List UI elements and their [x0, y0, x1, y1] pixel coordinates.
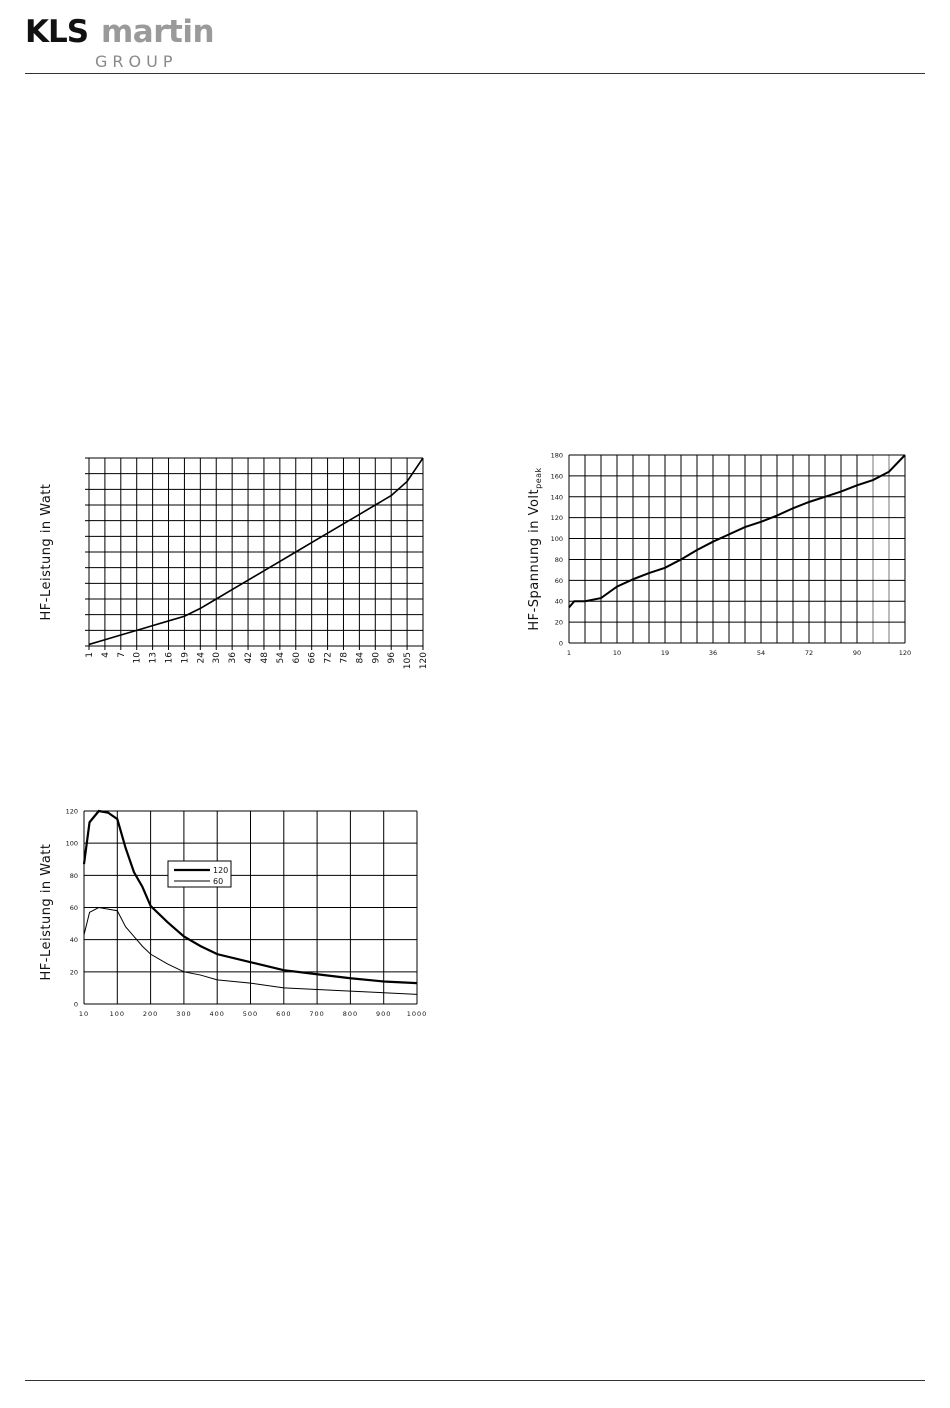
chart3-y-axis-title: HF-Leistung in Watt — [39, 844, 54, 981]
chart3-x-tick-label: 1000 — [407, 1010, 428, 1018]
chart2-x-tick-label: 120 — [899, 649, 911, 657]
chart3-legend-label: 120 — [213, 866, 228, 875]
chart1-x-tick-label: 42 — [244, 652, 254, 663]
chart1-x-tick-label: 30 — [212, 652, 222, 664]
chart2-y-tick-label: 100 — [551, 535, 563, 543]
chart1-x-tick-label: 72 — [324, 652, 334, 663]
chart1-x-tick-label: 66 — [308, 652, 318, 664]
chart3-x-tick-label: 100 — [110, 1010, 125, 1018]
chart2-x-tick-label: 19 — [661, 649, 669, 657]
chart1-x-tick-label: 60 — [292, 652, 302, 664]
chart3-y-tick-label: 100 — [66, 840, 78, 848]
chart1-x-tick-label: 10 — [133, 652, 143, 664]
chart2-y-tick-label: 60 — [555, 577, 563, 585]
chart1-x-tick-label: 84 — [355, 652, 365, 664]
chart1-x-tick-label: 120 — [419, 652, 429, 669]
chart1-x-tick-label: 78 — [339, 652, 349, 664]
chart1-x-tick-label: 19 — [180, 652, 190, 664]
chart2-y-tick-label: 0 — [559, 640, 563, 648]
chart1-x-tick-label: 1 — [85, 652, 95, 658]
logo-kls: KLS — [25, 14, 89, 50]
chart2-y-tick-label: 20 — [555, 619, 563, 627]
chart1-x-tick-label: 4 — [101, 652, 111, 658]
chart3-grid — [83, 810, 418, 1005]
chart3-y-tick-label: 80 — [70, 872, 78, 880]
chart2-x-tick-label: 10 — [613, 649, 621, 657]
chart1-x-tick-label: 13 — [149, 652, 159, 663]
chart3-x-tick-label: 800 — [343, 1010, 358, 1018]
chart3-y-tick-label: 60 — [70, 904, 78, 912]
chart1-series-line — [88, 457, 424, 646]
chart1-x-tick-label: 24 — [196, 652, 206, 664]
chart2-y-tick-label: 180 — [551, 452, 563, 460]
chart3-y-tick-label: 40 — [70, 936, 78, 944]
chart3-x-tick-label: 700 — [309, 1010, 324, 1018]
chart2-series-line — [568, 454, 906, 609]
chart1-x-tick-label: 105 — [403, 652, 413, 669]
chart2-x-tick-label: 90 — [853, 649, 861, 657]
chart1-x-tick-label: 16 — [165, 652, 175, 664]
chart3-legend-label: 60 — [213, 877, 223, 886]
chart1-x-tick-label: 7 — [117, 652, 127, 658]
chart2-y-tick-label: 140 — [551, 493, 563, 501]
chart3-series-line-60 — [83, 906, 418, 995]
chart2-y-axis-title-main: HF-Spannung in Volt — [527, 489, 542, 631]
chart1-x-tick-label: 48 — [260, 652, 270, 664]
chart3-x-tick-label: 400 — [209, 1010, 224, 1018]
chart2-grid — [568, 454, 906, 644]
chart2-y-tick-label: 40 — [555, 598, 563, 606]
chart2-y-axis-title: HF-Spannung in Voltpeak — [527, 467, 543, 630]
chart3-x-tick-label: 900 — [376, 1010, 391, 1018]
chart3-x-tick-label: 300 — [176, 1010, 191, 1018]
chart3-x-tick-label: 600 — [276, 1010, 291, 1018]
chart2-y-tick-label: 80 — [555, 556, 563, 564]
logo-martin: martin — [101, 14, 215, 50]
chart2-x-tick-label: 72 — [805, 649, 813, 657]
chart2-y-tick-label: 160 — [551, 472, 563, 480]
chart1-x-tick-label: 36 — [228, 652, 238, 664]
header-rule — [25, 73, 925, 74]
chart2-y-tick-label: 120 — [551, 514, 563, 522]
logo-group: GROUP — [95, 52, 178, 71]
chart2-x-tick-label: 36 — [709, 649, 717, 657]
chart3-x-tick-label: 10 — [79, 1010, 89, 1018]
chart3-y-tick-label: 0 — [74, 1001, 78, 1009]
chart3-legend-box — [167, 860, 232, 888]
chart1-x-tick-label: 90 — [371, 652, 381, 664]
chart3-y-tick-label: 20 — [70, 968, 78, 976]
chart3-x-tick-label: 500 — [243, 1010, 258, 1018]
chart1-x-tick-label: 96 — [387, 652, 397, 664]
chart1-y-axis-title: HF-Leistung in Watt — [39, 484, 54, 621]
chart1-grid — [88, 457, 424, 647]
chart2-x-tick-label: 1 — [567, 649, 571, 657]
footer-rule — [25, 1380, 925, 1381]
chart3-y-tick-label: 120 — [66, 808, 78, 816]
chart1-x-tick-label: 54 — [276, 652, 286, 664]
chart2-y-axis-title-subscript: peak — [534, 467, 543, 489]
chart2-x-tick-label: 54 — [757, 649, 765, 657]
chart3-series-line-120 — [82, 809, 418, 985]
chart3-x-tick-label: 200 — [143, 1010, 158, 1018]
